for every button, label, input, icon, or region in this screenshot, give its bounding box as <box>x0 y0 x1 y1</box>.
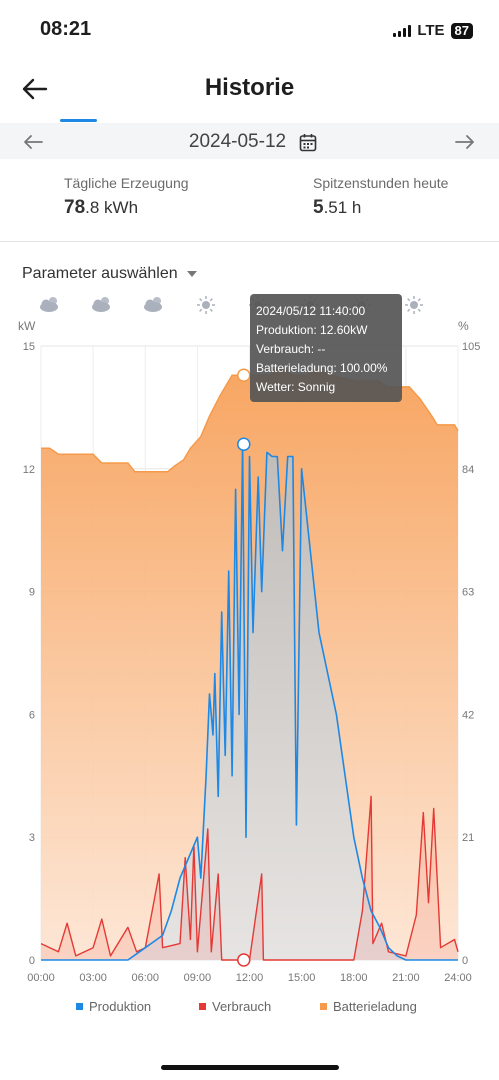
sun-icon <box>197 296 215 314</box>
parameter-select[interactable]: Parameter auswählen <box>22 265 198 283</box>
x-tick-label: 21:00 <box>392 972 420 984</box>
y-left-tick-label: 15 <box>23 341 35 353</box>
y-right-tick-label: 84 <box>462 464 474 476</box>
consumption-line <box>40 795 459 961</box>
x-tick-label: 24:00 <box>444 972 472 984</box>
x-tick-label: 00:00 <box>27 972 55 984</box>
home-indicator <box>161 1065 339 1070</box>
status-time: 08:21 <box>40 18 92 40</box>
y-left-tick-label: 6 <box>29 709 35 721</box>
consumption-area <box>41 796 458 960</box>
prev-day-arrow-icon[interactable] <box>22 134 44 150</box>
status-icons: LTE 87 <box>393 22 473 39</box>
y-left-tick-label: 12 <box>23 464 35 476</box>
back-arrow-icon[interactable] <box>20 76 48 102</box>
divider <box>0 241 499 242</box>
legend-verbrauch-label: Verbrauch <box>212 999 272 1014</box>
x-tick-label: 18:00 <box>340 972 368 984</box>
chart-tooltip: 2024/05/12 11:40:00 Produktion: 12.60kW … <box>250 294 402 402</box>
legend-produktion-swatch <box>76 1003 83 1010</box>
daily-generation-stat: Tägliche Erzeugung 78.8 kWh <box>64 175 189 219</box>
signal-icon <box>393 24 412 37</box>
tab-indicator <box>60 119 97 122</box>
partly-cloudy-icon <box>144 297 162 312</box>
production-area <box>41 444 458 960</box>
daily-generation-label: Tägliche Erzeugung <box>64 175 189 191</box>
x-tick-label: 09:00 <box>184 972 212 984</box>
partly-cloudy-icon <box>92 297 110 312</box>
battery-icon: 87 <box>450 22 473 39</box>
x-tick-label: 06:00 <box>131 972 159 984</box>
legend-produktion-label: Produktion <box>89 999 152 1014</box>
network-label: LTE <box>417 22 445 39</box>
peak-hours-label: Spitzenstunden heute <box>313 175 449 191</box>
next-day-arrow-icon[interactable] <box>454 134 476 150</box>
y-right-tick-label: 42 <box>462 709 474 721</box>
daily-generation-frac: .8 kWh <box>85 198 139 217</box>
y-left-tick-label: 9 <box>29 587 35 599</box>
calendar-icon[interactable] <box>299 133 317 152</box>
x-tick-label: 12:00 <box>236 972 264 984</box>
daily-generation-int: 78 <box>64 197 86 218</box>
x-tick-label: 15:00 <box>288 972 316 984</box>
tooltip-consumption: Verbrauch: -- <box>256 342 326 356</box>
peak-hours-stat: Spitzenstunden heute 5.51 h <box>313 175 448 219</box>
peak-hours-frac: .51 h <box>323 198 362 217</box>
legend-verbrauch-swatch <box>199 1003 206 1010</box>
x-tick-label: 03:00 <box>79 972 107 984</box>
legend-verbrauch[interactable]: Verbrauch <box>199 999 271 1014</box>
sun-icon <box>405 296 423 314</box>
daily-generation-value: 78.8 kWh <box>64 197 189 219</box>
date-value: 2024-05-12 <box>188 131 287 152</box>
legend-batterie-swatch <box>320 1003 327 1010</box>
peak-hours-value: 5.51 h <box>313 197 448 219</box>
y-left-unit: kW <box>18 319 36 333</box>
date-selector[interactable]: 2024-05-12 <box>0 131 499 153</box>
y-left-tick-label: 0 <box>29 955 35 967</box>
legend-batterie-label: Batterieladung <box>333 999 417 1014</box>
y-right-unit: % <box>458 319 469 333</box>
y-left-tick-label: 3 <box>29 832 35 844</box>
production-line <box>41 443 458 961</box>
legend-batterie[interactable]: Batterieladung <box>320 999 417 1014</box>
y-right-tick-label: 105 <box>462 341 480 353</box>
page-title: Historie <box>204 74 295 101</box>
tooltip-weather: Wetter: Sonnig <box>256 380 336 394</box>
battery-highlight-marker <box>237 368 251 382</box>
caret-down-icon <box>187 270 198 277</box>
history-chart[interactable]: kW % 0 3 6 9 12 15 0 21 42 63 84 105 00:00 03:00 06:00 09… <box>0 290 499 990</box>
tooltip-battery: Batterieladung: 100.00% <box>256 361 388 375</box>
partly-cloudy-icon <box>40 297 58 312</box>
parameter-select-label: Parameter auswählen <box>22 265 178 282</box>
tooltip-time: 2024/05/12 11:40:00 <box>256 304 366 318</box>
y-right-tick-label: 0 <box>462 955 468 967</box>
date-bar <box>0 123 499 159</box>
peak-hours-int: 5 <box>313 197 324 218</box>
tooltip-production: Produktion: 12.60kW <box>256 323 368 337</box>
y-right-tick-label: 21 <box>462 832 474 844</box>
legend-produktion[interactable]: Produktion <box>76 999 151 1014</box>
consumption-highlight-marker <box>237 953 251 967</box>
y-right-tick-label: 63 <box>462 587 474 599</box>
production-highlight-marker <box>237 437 251 451</box>
